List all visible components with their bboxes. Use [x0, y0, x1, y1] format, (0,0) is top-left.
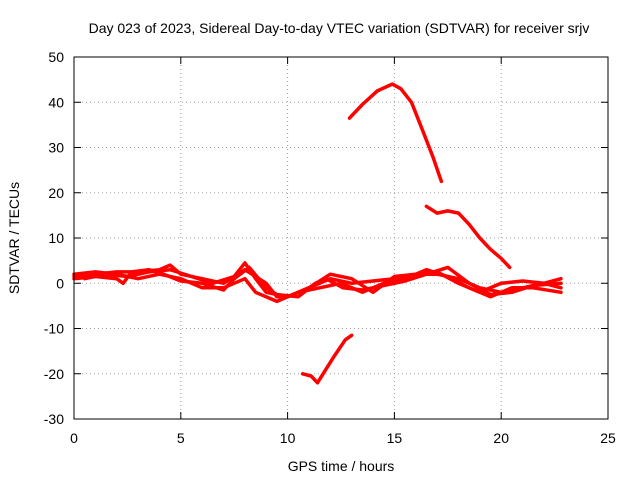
y-tick-label: 20: [48, 185, 64, 201]
y-tick-label: 0: [56, 275, 64, 291]
grid-layer: [74, 57, 608, 419]
series-rise-peak-fall: [347, 82, 444, 184]
y-tick-label: -20: [44, 366, 64, 382]
series-layer: [72, 82, 563, 385]
y-tick-label: -10: [44, 321, 64, 337]
y-axis-label: SDTVAR / TECUs: [6, 182, 22, 294]
x-tick-label: 10: [280, 430, 296, 446]
series-negative-arc: [300, 333, 354, 385]
x-axis-label: GPS time / hours: [288, 458, 395, 474]
y-tick-label: 40: [48, 94, 64, 110]
series-secondary-decline: [424, 204, 512, 270]
x-tick-label: 5: [177, 430, 185, 446]
x-tick-label: 15: [387, 430, 403, 446]
ticks-layer: 0 5 10 15 20 25 -30 -20 -10 0 10 20 30 40 50: [44, 49, 616, 446]
y-tick-label: 50: [48, 49, 64, 65]
y-tick-label: -30: [44, 411, 64, 427]
x-tick-label: 20: [493, 430, 509, 446]
y-tick-label: 30: [48, 140, 64, 156]
chart-title: Day 023 of 2023, Sidereal Day-to-day VTE…: [89, 20, 590, 36]
x-tick-label: 0: [70, 430, 78, 446]
x-tick-label: 25: [600, 430, 616, 446]
y-tick-label: 10: [48, 230, 64, 246]
series-track-d: [72, 265, 563, 299]
